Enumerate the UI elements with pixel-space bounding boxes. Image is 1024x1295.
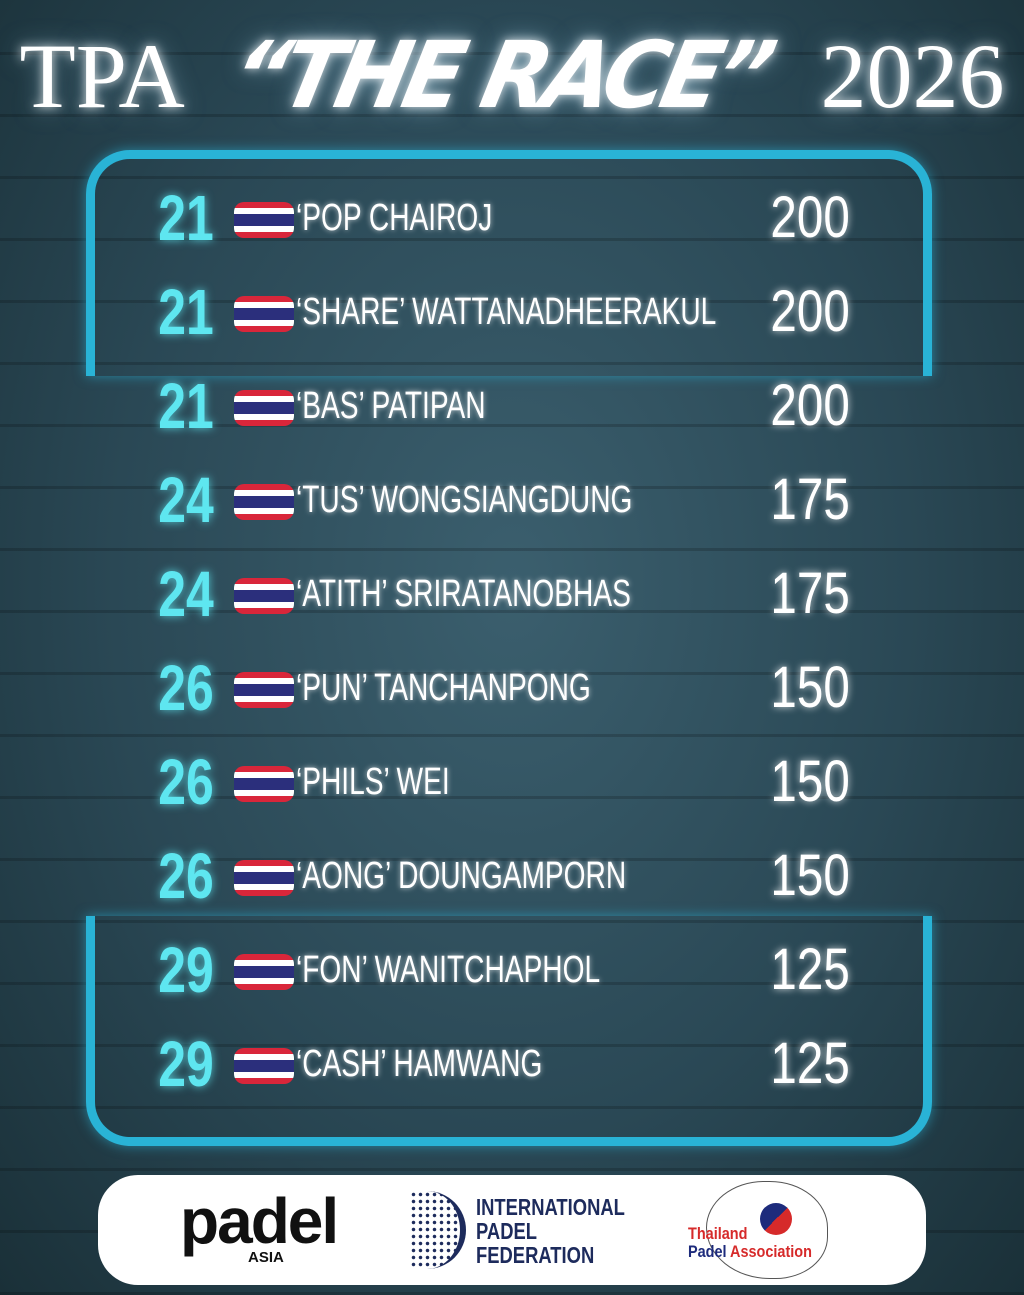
rank: 21	[158, 182, 214, 254]
padel-asia-sub: ASIA	[248, 1249, 284, 1266]
points: 150	[770, 655, 850, 720]
thailand-flag-icon	[234, 578, 294, 614]
thailand-flag-icon	[234, 954, 294, 990]
rank: 21	[158, 276, 214, 348]
player-name: ‘TUS’ WONGSIANGDUNG	[296, 479, 633, 521]
ranking-row: 26 ‘PUN’ TANCHANPONG 150	[150, 648, 850, 728]
thailand-flag-icon	[234, 860, 294, 896]
title-year: 2026	[820, 25, 1005, 127]
padel-asia-wordmark: padel	[180, 1185, 339, 1257]
ranking-row: 26 ‘AONG’ DOUNGAMPORN 150	[150, 836, 850, 916]
player-name: ‘POP CHAIROJ	[296, 197, 493, 239]
points: 175	[770, 561, 850, 626]
player-name: ‘PUN’ TANCHANPONG	[296, 667, 591, 709]
points: 200	[770, 373, 850, 438]
ranking-row: 24 ‘ATITH’ SRIRATANOBHAS 175	[150, 554, 850, 634]
tpa-racket-icon	[706, 1181, 828, 1279]
points: 175	[770, 467, 850, 532]
ranking-row: 24 ‘TUS’ WONGSIANGDUNG 175	[150, 460, 850, 540]
player-name: ‘BAS’ PATIPAN	[296, 385, 486, 427]
player-name: ‘PHILS’ WEI	[296, 761, 450, 803]
rank: 26	[158, 652, 214, 724]
rank: 21	[158, 370, 214, 442]
tpa-line1: Thailand	[688, 1224, 748, 1243]
rank: 29	[158, 1028, 214, 1100]
points: 200	[770, 185, 850, 250]
page-title: TPA “THE RACE” 2026	[0, 22, 1024, 129]
rank: 26	[158, 840, 214, 912]
points: 200	[770, 279, 850, 344]
points: 150	[770, 749, 850, 814]
sponsor-logo-bar: padel ASIA INTERNATIONAL PADEL FEDERATIO…	[98, 1175, 926, 1285]
frame-top-bracket	[86, 150, 932, 376]
title-prefix: TPA	[19, 25, 180, 127]
fip-line2: PADEL	[476, 1218, 537, 1244]
ranking-row: 21 ‘SHARE’ WATTANADHEERAKUL 200	[150, 272, 850, 352]
player-name: ‘AONG’ DOUNGAMPORN	[296, 855, 627, 897]
thailand-flag-icon	[234, 202, 294, 238]
player-name: ‘ATITH’ SRIRATANOBHAS	[296, 573, 631, 615]
tpa-line2a: Padel	[688, 1242, 727, 1261]
fip-line3: FEDERATION	[476, 1242, 595, 1268]
ranking-row: 26 ‘PHILS’ WEI 150	[150, 742, 850, 822]
player-name: ‘CASH’ HAMWANG	[296, 1043, 543, 1085]
frame-bottom-bracket	[86, 916, 932, 1146]
player-name: ‘FON’ WANITCHAPHOL	[296, 949, 601, 991]
title-race: “THE RACE”	[221, 22, 779, 129]
thailand-flag-icon	[234, 390, 294, 426]
fip-racket-icon	[410, 1191, 466, 1269]
thailand-flag-icon	[234, 766, 294, 802]
thailand-flag-icon	[234, 1048, 294, 1084]
points: 125	[770, 937, 850, 1002]
tpa-line2b: Association	[730, 1242, 812, 1261]
fip-line1: INTERNATIONAL	[476, 1194, 625, 1220]
rank: 24	[158, 464, 214, 536]
fip-wordmark: INTERNATIONAL PADEL FEDERATION	[476, 1195, 625, 1267]
points: 125	[770, 1031, 850, 1096]
rank: 24	[158, 558, 214, 630]
ranking-row: 21 ‘BAS’ PATIPAN 200	[150, 366, 850, 446]
rank: 29	[158, 934, 214, 1006]
ranking-row: 29 ‘FON’ WANITCHAPHOL 125	[150, 930, 850, 1010]
tpa-ball-icon	[760, 1203, 792, 1235]
thailand-flag-icon	[234, 672, 294, 708]
ranking-row: 21 ‘POP CHAIROJ 200	[150, 178, 850, 258]
points: 150	[770, 843, 850, 908]
thailand-flag-icon	[234, 484, 294, 520]
tpa-wordmark: Thailand Padel Association	[688, 1225, 812, 1261]
player-name: ‘SHARE’ WATTANADHEERAKUL	[296, 291, 717, 333]
ranking-row: 29 ‘CASH’ HAMWANG 125	[150, 1024, 850, 1104]
rank: 26	[158, 746, 214, 818]
thailand-flag-icon	[234, 296, 294, 332]
